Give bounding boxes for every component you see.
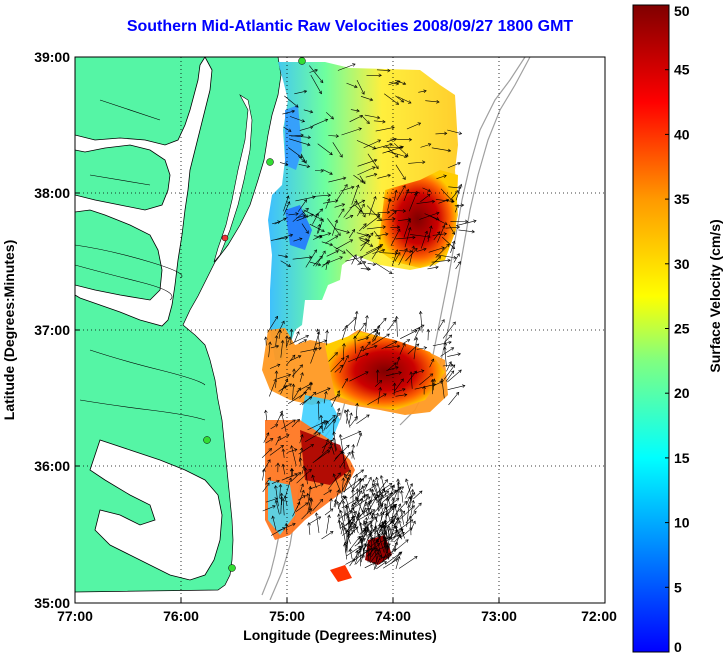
map-title: Southern Mid-Atlantic Raw Velocities 200… xyxy=(126,18,574,35)
x-tick-label: 75:00 xyxy=(269,608,305,624)
velocity-low-south xyxy=(268,480,295,535)
colorbar xyxy=(632,4,670,653)
colorbar-tick-label: 20 xyxy=(674,385,690,401)
station-marker xyxy=(228,564,236,572)
x-tick-label: 77:00 xyxy=(57,608,93,624)
pamlico-sound xyxy=(89,439,223,581)
colorbar-tick-label: 15 xyxy=(674,450,690,466)
station-marker xyxy=(266,158,274,166)
river-lines xyxy=(75,99,206,421)
y-tick-label: 36:00 xyxy=(34,458,70,474)
colorbar-tick-label: 50 xyxy=(674,3,690,19)
y-tick-label: 35:00 xyxy=(34,595,70,611)
axis-tick-marks xyxy=(74,56,606,603)
x-tick-label: 72:00 xyxy=(581,608,617,624)
delmarva-coastal-bays xyxy=(213,94,253,263)
chesapeake-bay xyxy=(75,57,213,327)
radar-stations xyxy=(203,57,306,572)
colorbar-tick-label: 45 xyxy=(674,62,690,78)
y-tick-label: 39:00 xyxy=(34,49,70,65)
colorbar-tick-label: 35 xyxy=(674,191,690,207)
colorbar-tick-label: 40 xyxy=(674,126,690,142)
y-tick-label: 37:00 xyxy=(34,322,70,338)
x-axis-label: Longitude (Degrees:Minutes) xyxy=(243,627,437,643)
x-tick-label: 74:00 xyxy=(375,608,411,624)
colorbar-tick-label: 0 xyxy=(674,639,682,655)
colorbar-tick-label: 30 xyxy=(674,256,690,272)
velocity-vectors xyxy=(261,63,477,571)
colorbar-tick-label: 25 xyxy=(674,321,690,337)
x-tick-label: 73:00 xyxy=(481,608,517,624)
velocity-low-north xyxy=(285,105,302,170)
station-marker xyxy=(298,57,306,65)
station-marker xyxy=(203,436,211,444)
y-axis-label: Latitude (Degrees:Minutes) xyxy=(1,240,17,420)
x-tick-label: 76:00 xyxy=(163,608,199,624)
velocity-field-north xyxy=(268,62,458,360)
velocity-patch-offshore-2 xyxy=(330,565,352,582)
colorbar-label: Surface Velocity (cm/s) xyxy=(707,219,723,372)
grid-lines xyxy=(75,57,605,603)
station-marker xyxy=(221,234,229,242)
y-tick-label: 38:00 xyxy=(34,185,70,201)
colorbar-tick-label: 5 xyxy=(674,579,682,595)
colorbar-tick-label: 10 xyxy=(674,515,690,531)
velocity-hotspot-south xyxy=(300,430,350,485)
velocity-hotspot-north xyxy=(378,170,458,268)
